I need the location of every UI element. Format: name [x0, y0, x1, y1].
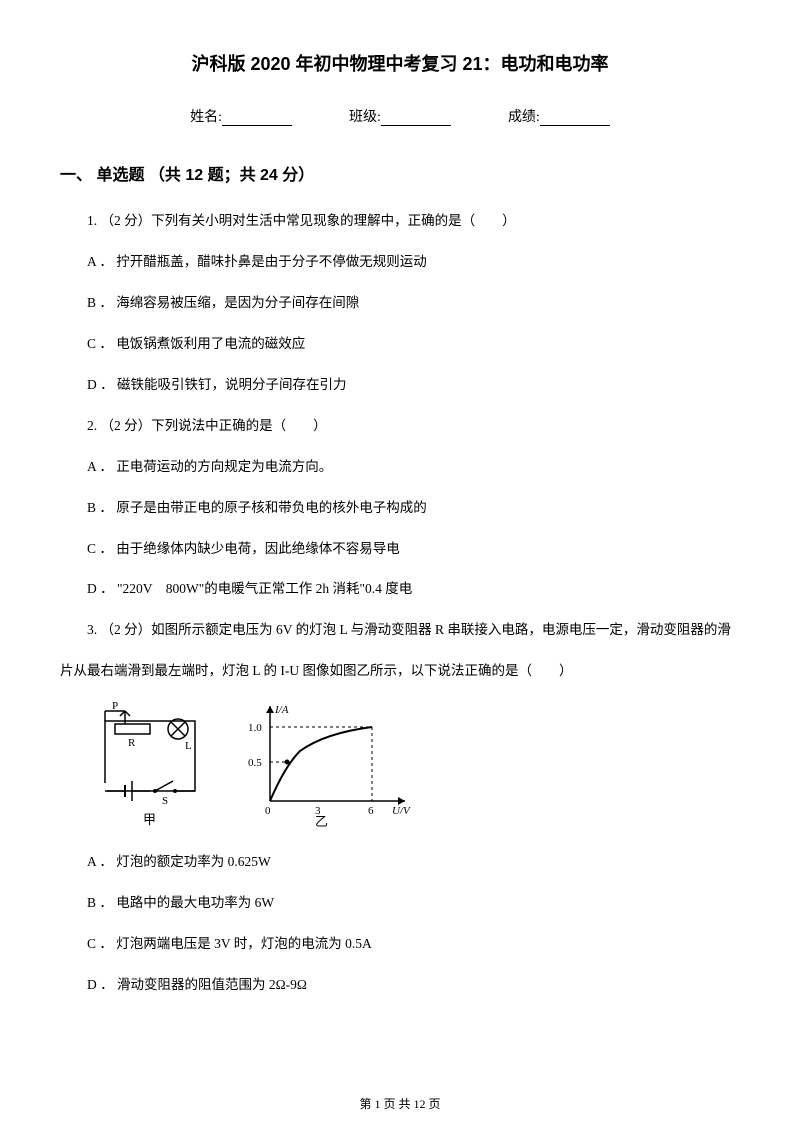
circuit-label-l: L [185, 740, 192, 752]
graph-label-yi: 乙 [315, 814, 328, 829]
q2-text: 2. （2 分）下列说法中正确的是（ ） [60, 415, 740, 438]
q2-opt-c: C ． 由于绝缘体内缺少电荷，因此绝缘体不容易导电 [60, 538, 740, 561]
graph-y-label: I/A [274, 704, 289, 716]
q1-opt-c: C ． 电饭锅煮饭利用了电流的磁效应 [60, 333, 740, 356]
score-underline [540, 110, 610, 126]
q3-text-line1: 3. （2 分）如图所示额定电压为 6V 的灯泡 L 与滑动变阻器 R 串联接入… [60, 619, 740, 642]
graph-x-tick0: 0 [265, 805, 271, 817]
page-footer: 第 1 页 共 12 页 [0, 1095, 800, 1112]
q2-opt-d: D ． "220V 800W"的电暖气正常工作 2h 消耗"0.4 度电 [60, 578, 740, 601]
circuit-label-jia: 甲 [143, 812, 156, 827]
graph-y-tick1: 1.0 [248, 722, 262, 734]
score-label: 成绩: [508, 106, 540, 126]
circuit-label-p: P [112, 701, 118, 712]
graph-x-tick2: 6 [368, 805, 374, 817]
page-title: 沪科版 2020 年初中物理中考复习 21：电功和电功率 [60, 50, 740, 76]
q1-opt-d: D ． 磁铁能吸引铁钉，说明分子间存在引力 [60, 374, 740, 397]
graph-x-label: U/V [392, 805, 411, 817]
circuit-label-s: S [162, 795, 168, 807]
q3-opt-d: D ． 滑动变阻器的阻值范围为 2Ω-9Ω [60, 974, 740, 997]
class-label: 班级: [349, 106, 381, 126]
section-header: 一、 单选题 （共 12 题；共 24 分） [60, 161, 740, 185]
q2-opt-a: A ． 正电荷运动的方向规定为电流方向。 [60, 456, 740, 479]
circuit-diagram: P R L S 甲 [90, 701, 210, 831]
q2-opt-b: B ． 原子是由带正电的原子核和带负电的核外电子构成的 [60, 497, 740, 520]
info-line: 姓名: 班级: 成绩: [60, 106, 740, 126]
name-underline [222, 110, 292, 126]
q3-text-line2: 片从最右端滑到最左端时，灯泡 L 的 I-U 图像如图乙所示，以下说法正确的是（… [60, 660, 740, 683]
graph-y-tick2: 0.5 [248, 757, 262, 769]
q1-opt-a: A ． 拧开醋瓶盖，醋味扑鼻是由于分子不停做无规则运动 [60, 251, 740, 274]
diagram-container: P R L S 甲 I/A U/V 1.0 0.5 0 3 [90, 701, 740, 831]
name-label: 姓名: [190, 106, 222, 126]
q1-text: 1. （2 分）下列有关小明对生活中常见现象的理解中，正确的是（ ） [60, 210, 740, 233]
q3-opt-b: B ． 电路中的最大电功率为 6W [60, 892, 740, 915]
class-underline [381, 110, 451, 126]
graph-diagram: I/A U/V 1.0 0.5 0 3 6 乙 [240, 701, 420, 831]
circuit-label-r: R [128, 737, 136, 749]
q3-opt-c: C ． 灯泡两端电压是 3V 时，灯泡的电流为 0.5A [60, 933, 740, 956]
q3-opt-a: A ． 灯泡的额定功率为 0.625W [60, 851, 740, 874]
q1-opt-b: B ． 海绵容易被压缩，是因为分子间存在间隙 [60, 292, 740, 315]
